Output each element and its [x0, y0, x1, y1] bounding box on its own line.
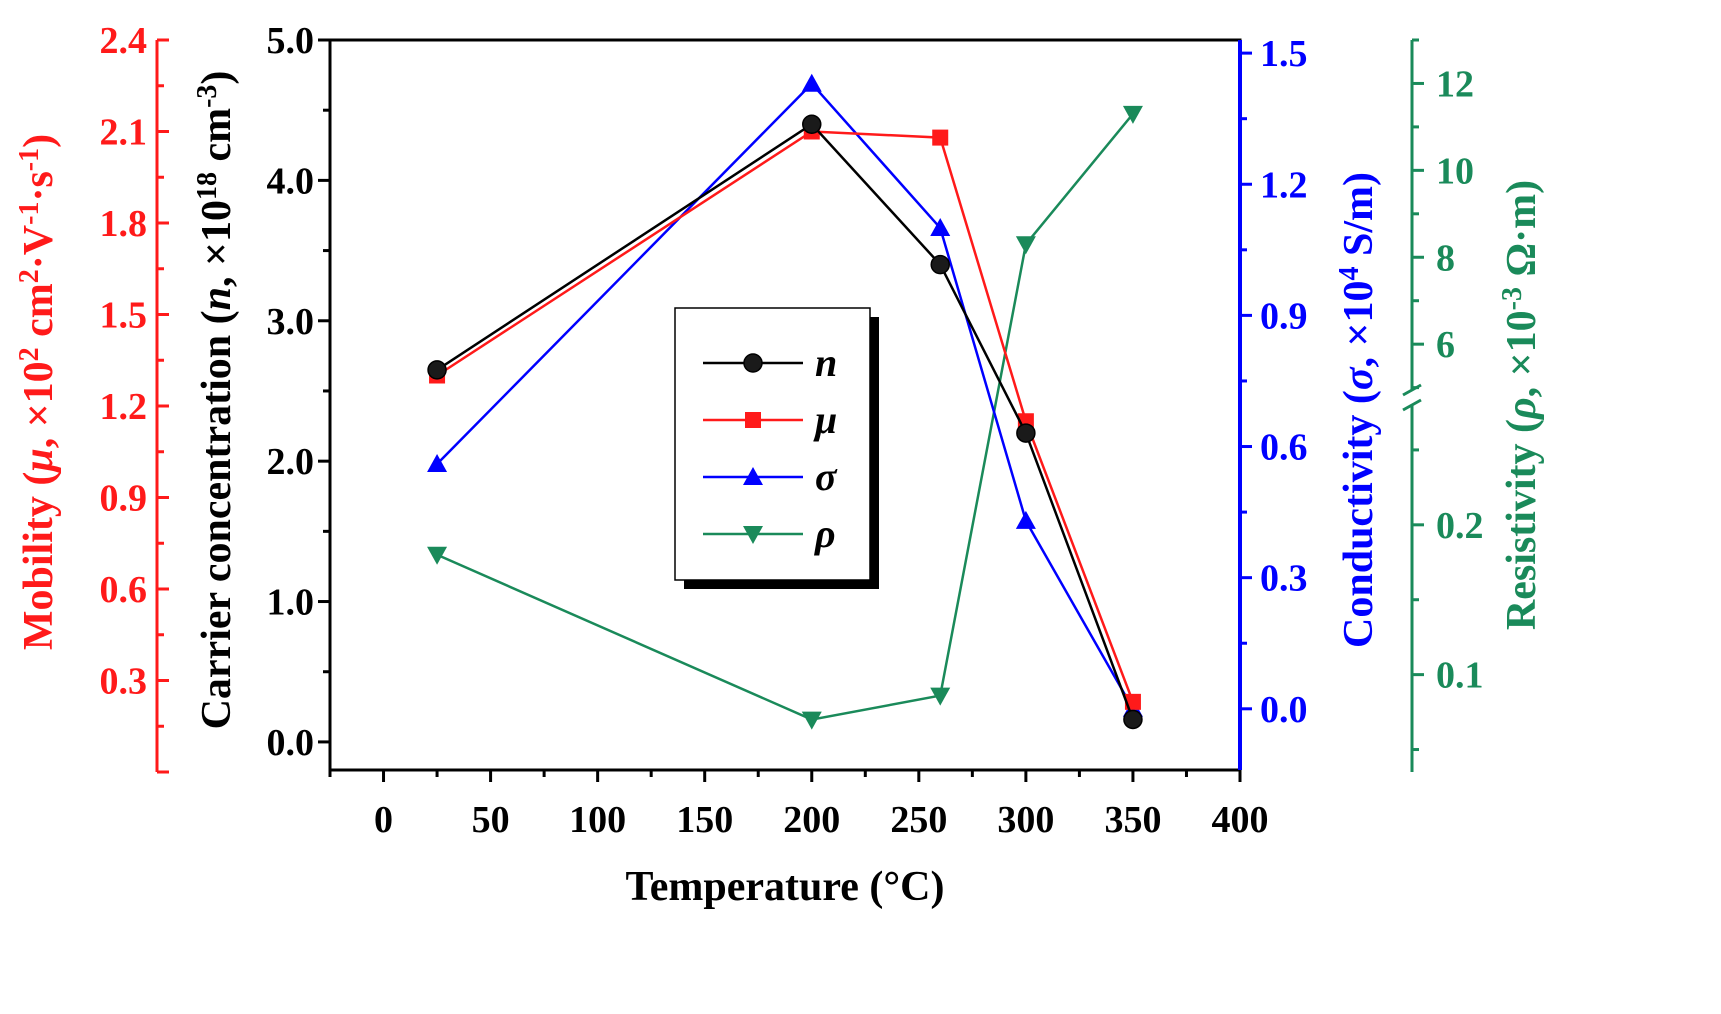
mobility-axis: 0.3 0.6 0.9 1.2 1.5 1.8 2.1 2.4 Mobility (μ, ×10…	[14, 20, 169, 774]
mobility-tick-label: 0.3	[100, 661, 148, 703]
mobility-tick-label: 1.2	[100, 386, 148, 428]
resistivity-axis: 6 8 10 12 0.1 0.2 Resistivity (ρ, ×10-3 Ω·m)	[1402, 38, 1545, 772]
x-tick-label: 100	[569, 799, 626, 841]
conductivity-tick-label: 0.0	[1260, 689, 1308, 731]
resistivity-axis-title: Resistivity (ρ, ×10-3 Ω·m)	[1497, 180, 1545, 630]
legend-label: n	[815, 340, 837, 385]
x-tick-label: 400	[1212, 799, 1269, 841]
carrier-axis-title: Carrier concentration (n, ×1018 cm-3)	[192, 71, 240, 730]
carrier-axis: 0.0 1.0 2.0 3.0 4.0 5.0 Carrier concentration …	[192, 20, 330, 764]
resistivity-tick-label: 0.2	[1436, 505, 1484, 547]
series-rho-point	[1015, 236, 1036, 255]
resistivity-tick-label: 6	[1436, 324, 1455, 366]
series-rho	[427, 105, 1143, 730]
series-rho-point	[1122, 105, 1143, 124]
conductivity-tick-label: 1.2	[1260, 164, 1308, 206]
mobility-tick-label: 0.6	[100, 569, 148, 611]
conductivity-axis-title: Conductivity (σ, ×104 S/m)	[1334, 172, 1382, 648]
carrier-tick-label: 0.0	[267, 722, 315, 764]
x-tick-label: 50	[472, 799, 510, 841]
legend-entry-rho: ρ	[703, 511, 836, 556]
legend-entry-mu: μ	[703, 397, 837, 442]
x-axis: 0 50 100 150 200 250 300 350 400 Temperature (°C)	[328, 770, 1269, 910]
legend-marker	[743, 526, 763, 544]
mobility-tick-label: 2.4	[100, 20, 148, 62]
conductivity-tick-label: 0.6	[1260, 427, 1308, 469]
carrier-tick-label: 3.0	[267, 301, 315, 343]
resistivity-tick-label: 10	[1436, 150, 1474, 192]
carrier-tick-label: 2.0	[267, 441, 315, 483]
conductivity-axis: 0.0 0.3 0.6 0.9 1.2 1.5 Conductivity (σ, ×104 …	[1238, 33, 1382, 770]
series-n-point	[1123, 709, 1143, 730]
carrier-tick-label: 1.0	[267, 582, 315, 624]
resistivity-tick-label: 0.1	[1436, 655, 1484, 697]
series-layer	[427, 73, 1143, 730]
x-tick-label: 300	[997, 799, 1054, 841]
series-rho-point	[801, 711, 822, 730]
conductivity-tick-label: 0.3	[1260, 558, 1308, 600]
conductivity-tick-label: 0.9	[1260, 295, 1308, 337]
legend-label: σ	[815, 454, 838, 499]
legend-entry-sigma: σ	[703, 454, 838, 499]
series-n-point	[1016, 423, 1036, 443]
x-tick-label: 0	[374, 799, 393, 841]
series-sigma-point	[1015, 510, 1036, 529]
legend-marker	[743, 467, 763, 485]
x-tick-label: 150	[676, 799, 733, 841]
legend-entry-n: n	[703, 340, 837, 385]
conductivity-tick-label: 1.5	[1260, 33, 1308, 75]
x-tick-label: 350	[1104, 799, 1161, 841]
series-rho-point	[930, 687, 951, 706]
carrier-tick-label: 4.0	[267, 160, 315, 202]
x-tick-label: 250	[890, 799, 947, 841]
series-rho-point	[427, 546, 448, 565]
legend-marker	[743, 353, 763, 373]
resistivity-tick-label: 12	[1436, 63, 1474, 105]
mobility-tick-label: 1.8	[100, 203, 148, 245]
series-n-point	[802, 114, 822, 134]
series-n-point	[427, 360, 447, 380]
series-mu-point	[932, 129, 949, 146]
series-n	[427, 114, 1143, 730]
series-sigma-point	[427, 454, 448, 473]
mobility-tick-label: 1.5	[100, 295, 148, 337]
legend-label: ρ	[814, 511, 836, 556]
series-sigma-point	[930, 217, 951, 236]
x-tick-label: 200	[783, 799, 840, 841]
series-n-point	[930, 254, 950, 275]
carrier-tick-label: 5.0	[267, 20, 315, 62]
resistivity-break-mark	[1402, 398, 1422, 412]
resistivity-tick-label: 8	[1436, 237, 1455, 279]
mobility-axis-title: Mobility (μ, ×102 cm2·V-1·s-1)	[14, 134, 62, 650]
mobility-tick-label: 0.9	[100, 478, 148, 520]
legend-marker	[745, 412, 761, 428]
legend-box	[674, 307, 871, 581]
mobility-tick-label: 2.1	[100, 112, 148, 154]
legend-label: μ	[813, 397, 837, 442]
x-axis-title: Temperature (°C)	[626, 864, 945, 910]
series-sigma-point	[801, 73, 822, 92]
